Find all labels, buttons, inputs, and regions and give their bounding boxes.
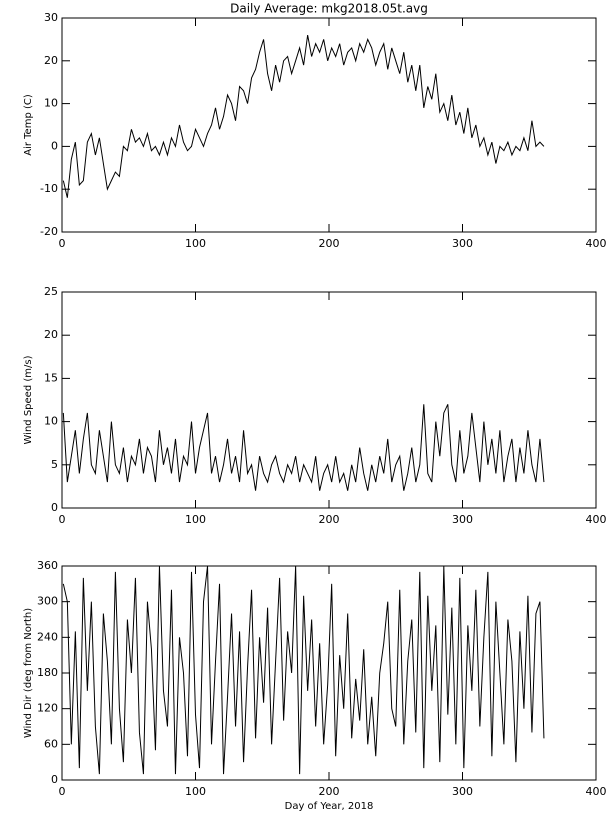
y-tick-label: 25 [44, 285, 58, 298]
y-axis-label: Wind Speed (m/s) [23, 355, 34, 444]
y-tick-label: 0 [51, 139, 58, 152]
x-tick-label: 300 [452, 785, 473, 798]
x-tick-label: 0 [59, 785, 66, 798]
x-tick-label: 200 [319, 513, 340, 526]
x-tick-label: 300 [452, 237, 473, 250]
y-tick-label: 360 [37, 559, 58, 572]
y-tick-label: -10 [40, 182, 58, 195]
y-tick-label: 180 [37, 666, 58, 679]
x-axis-label: Day of Year, 2018 [285, 801, 374, 812]
x-tick-label: 300 [452, 513, 473, 526]
y-tick-label: 120 [37, 702, 58, 715]
y-tick-label: 0 [51, 773, 58, 786]
x-tick-label: 200 [319, 785, 340, 798]
y-tick-label: 15 [44, 371, 58, 384]
y-tick-label: 5 [51, 458, 58, 471]
x-tick-label: 100 [185, 785, 206, 798]
y-tick-label: 20 [44, 328, 58, 341]
x-tick-label: 400 [586, 237, 607, 250]
plot-frame [61, 291, 597, 509]
x-tick-label: 0 [59, 513, 66, 526]
y-tick-label: 60 [44, 737, 58, 750]
y-axis-label: Air Temp (C) [23, 94, 34, 156]
data-line [62, 565, 545, 775]
plot-frame [61, 17, 597, 233]
y-tick-label: 20 [44, 54, 58, 67]
y-tick-label: 240 [37, 630, 58, 643]
x-tick-label: 100 [185, 513, 206, 526]
y-tick-label: 0 [51, 501, 58, 514]
chart-title: Daily Average: mkg2018.05t.avg [230, 2, 428, 16]
x-tick-label: 200 [319, 237, 340, 250]
y-tick-label: 10 [44, 97, 58, 110]
y-tick-label: -20 [40, 225, 58, 238]
x-tick-label: 0 [59, 237, 66, 250]
y-tick-label: 10 [44, 415, 58, 428]
x-tick-label: 400 [586, 785, 607, 798]
y-tick-label: 30 [44, 11, 58, 24]
data-line [62, 35, 545, 198]
x-tick-label: 400 [586, 513, 607, 526]
y-tick-label: 300 [37, 595, 58, 608]
y-axis-label: Wind Dir (deg from North) [23, 608, 34, 738]
data-line [62, 404, 545, 491]
x-tick-label: 100 [185, 237, 206, 250]
